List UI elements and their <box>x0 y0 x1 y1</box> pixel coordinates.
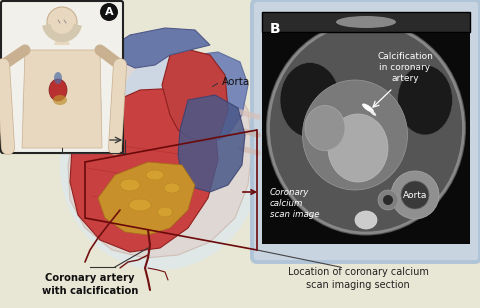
Ellipse shape <box>49 79 67 101</box>
Text: A: A <box>105 7 113 17</box>
Ellipse shape <box>370 110 376 116</box>
Ellipse shape <box>164 183 180 193</box>
Text: Coronary artery
with calcification: Coronary artery with calcification <box>42 273 138 296</box>
Polygon shape <box>110 28 210 68</box>
Text: Coronary
calcium
scan image: Coronary calcium scan image <box>270 188 320 219</box>
Ellipse shape <box>123 55 233 135</box>
Ellipse shape <box>60 60 260 270</box>
FancyBboxPatch shape <box>262 12 470 32</box>
Polygon shape <box>98 162 195 235</box>
Circle shape <box>391 171 439 219</box>
Ellipse shape <box>305 106 345 151</box>
Polygon shape <box>162 50 228 142</box>
Circle shape <box>401 181 429 209</box>
Ellipse shape <box>280 63 340 137</box>
Polygon shape <box>68 52 252 258</box>
Circle shape <box>383 195 393 205</box>
Polygon shape <box>22 50 102 148</box>
Ellipse shape <box>22 63 102 148</box>
FancyBboxPatch shape <box>1 1 123 153</box>
Ellipse shape <box>157 207 172 217</box>
Ellipse shape <box>355 211 377 229</box>
Ellipse shape <box>146 170 164 180</box>
Polygon shape <box>54 37 70 45</box>
Ellipse shape <box>53 95 67 105</box>
Ellipse shape <box>54 72 62 84</box>
Ellipse shape <box>120 179 140 191</box>
Polygon shape <box>178 95 245 192</box>
Ellipse shape <box>362 103 374 112</box>
Text: B: B <box>270 22 281 36</box>
Polygon shape <box>70 88 218 252</box>
Ellipse shape <box>129 199 151 211</box>
Ellipse shape <box>397 65 453 135</box>
FancyBboxPatch shape <box>262 12 470 244</box>
Circle shape <box>47 7 77 37</box>
Ellipse shape <box>302 80 408 190</box>
Ellipse shape <box>328 114 388 182</box>
Circle shape <box>378 190 398 210</box>
Text: Location of coronary calcium
scan imaging section: Location of coronary calcium scan imagin… <box>288 267 429 290</box>
Ellipse shape <box>336 16 396 28</box>
Text: Calcification
in coronary
artery: Calcification in coronary artery <box>377 52 433 83</box>
Circle shape <box>100 3 118 21</box>
FancyBboxPatch shape <box>252 0 480 262</box>
Ellipse shape <box>266 21 466 236</box>
Polygon shape <box>195 52 248 140</box>
Text: Aorta: Aorta <box>222 77 250 87</box>
Text: Aorta: Aorta <box>403 192 427 201</box>
